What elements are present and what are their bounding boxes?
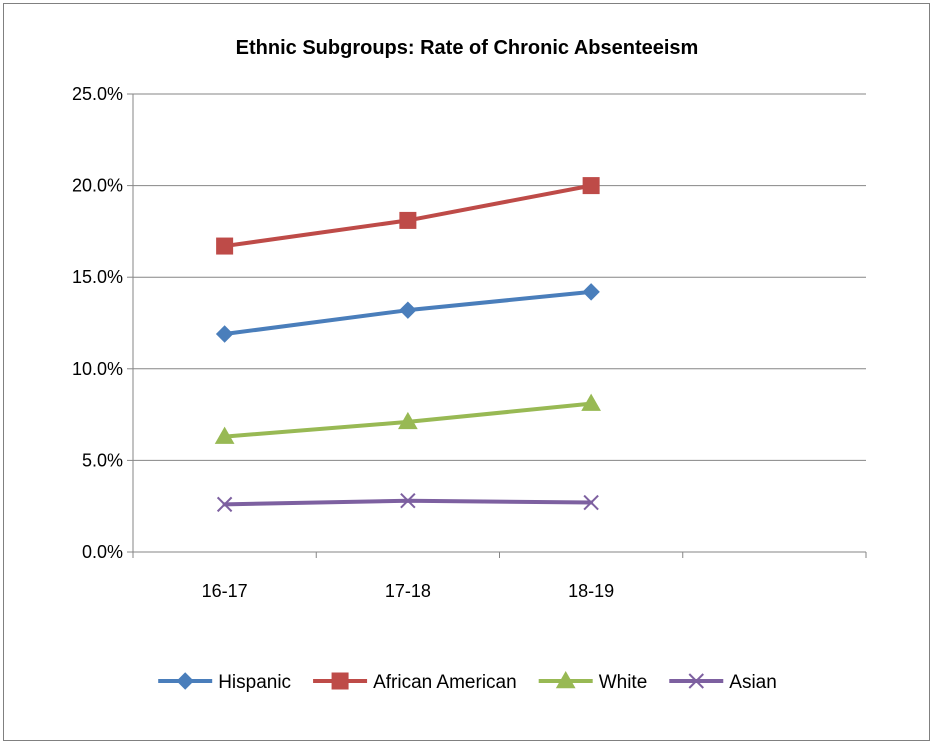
gridlines (133, 93, 866, 553)
data-point-african-american (216, 237, 234, 255)
legend-item-african-american: African American (313, 672, 517, 693)
series-asian (216, 492, 599, 513)
legend-label: White (599, 672, 648, 693)
axes: 0.0% 5.0% 10.0% 15.0% 20.0% 25.0% 16-17 17-18 18… (72, 84, 867, 601)
y-tick-label: 0.0% (82, 542, 123, 562)
legend-marker (688, 673, 704, 689)
data-point-hispanic (399, 301, 417, 319)
data-point-asian-stroke (216, 496, 233, 513)
data-point-white (398, 411, 418, 430)
legend-label: African American (373, 672, 517, 693)
series-layer (214, 177, 601, 513)
data-point-hispanic (582, 283, 600, 301)
data-point-african-american (399, 211, 417, 229)
line-chart: Ethnic Subgroups: Rate of Chronic Absent… (72, 37, 867, 693)
y-tick-label: 10.0% (72, 359, 123, 379)
legend-marker (176, 672, 194, 690)
legend: Hispanic African American White Asian (158, 670, 777, 693)
series-african-american (216, 177, 600, 255)
legend-marker (555, 670, 576, 689)
legend-marker (331, 672, 349, 690)
legend-item-white: White (538, 670, 648, 693)
legend-item-asian: Asian (669, 672, 777, 693)
y-tick-label: 25.0% (72, 84, 123, 104)
x-tick-label: 16-17 (202, 581, 248, 601)
y-tick-label: 5.0% (82, 450, 123, 470)
data-point-african-american (582, 177, 600, 195)
data-point-asian-stroke (583, 494, 599, 511)
legend-item-hispanic: Hispanic (158, 672, 291, 693)
data-point-asian-stroke (400, 492, 416, 509)
legend-label: Asian (729, 672, 777, 693)
legend-marker-stroke (688, 673, 704, 689)
x-tick-label: 18-19 (568, 581, 614, 601)
data-point-asian (216, 496, 233, 513)
data-point-white (581, 393, 601, 411)
data-point-asian (583, 494, 599, 511)
data-point-hispanic (215, 325, 234, 343)
series-white (214, 393, 601, 444)
x-tick-label: 17-18 (385, 581, 431, 601)
legend-label: Hispanic (218, 672, 291, 693)
chart-title: Ethnic Subgroups: Rate of Chronic Absent… (236, 37, 699, 59)
y-tick-label: 20.0% (72, 176, 123, 196)
y-tick-label: 15.0% (72, 267, 123, 287)
data-point-white (214, 426, 235, 444)
data-point-asian (400, 492, 416, 509)
chart-frame: Ethnic Subgroups: Rate of Chronic Absent… (3, 3, 930, 741)
series-hispanic (215, 283, 600, 343)
